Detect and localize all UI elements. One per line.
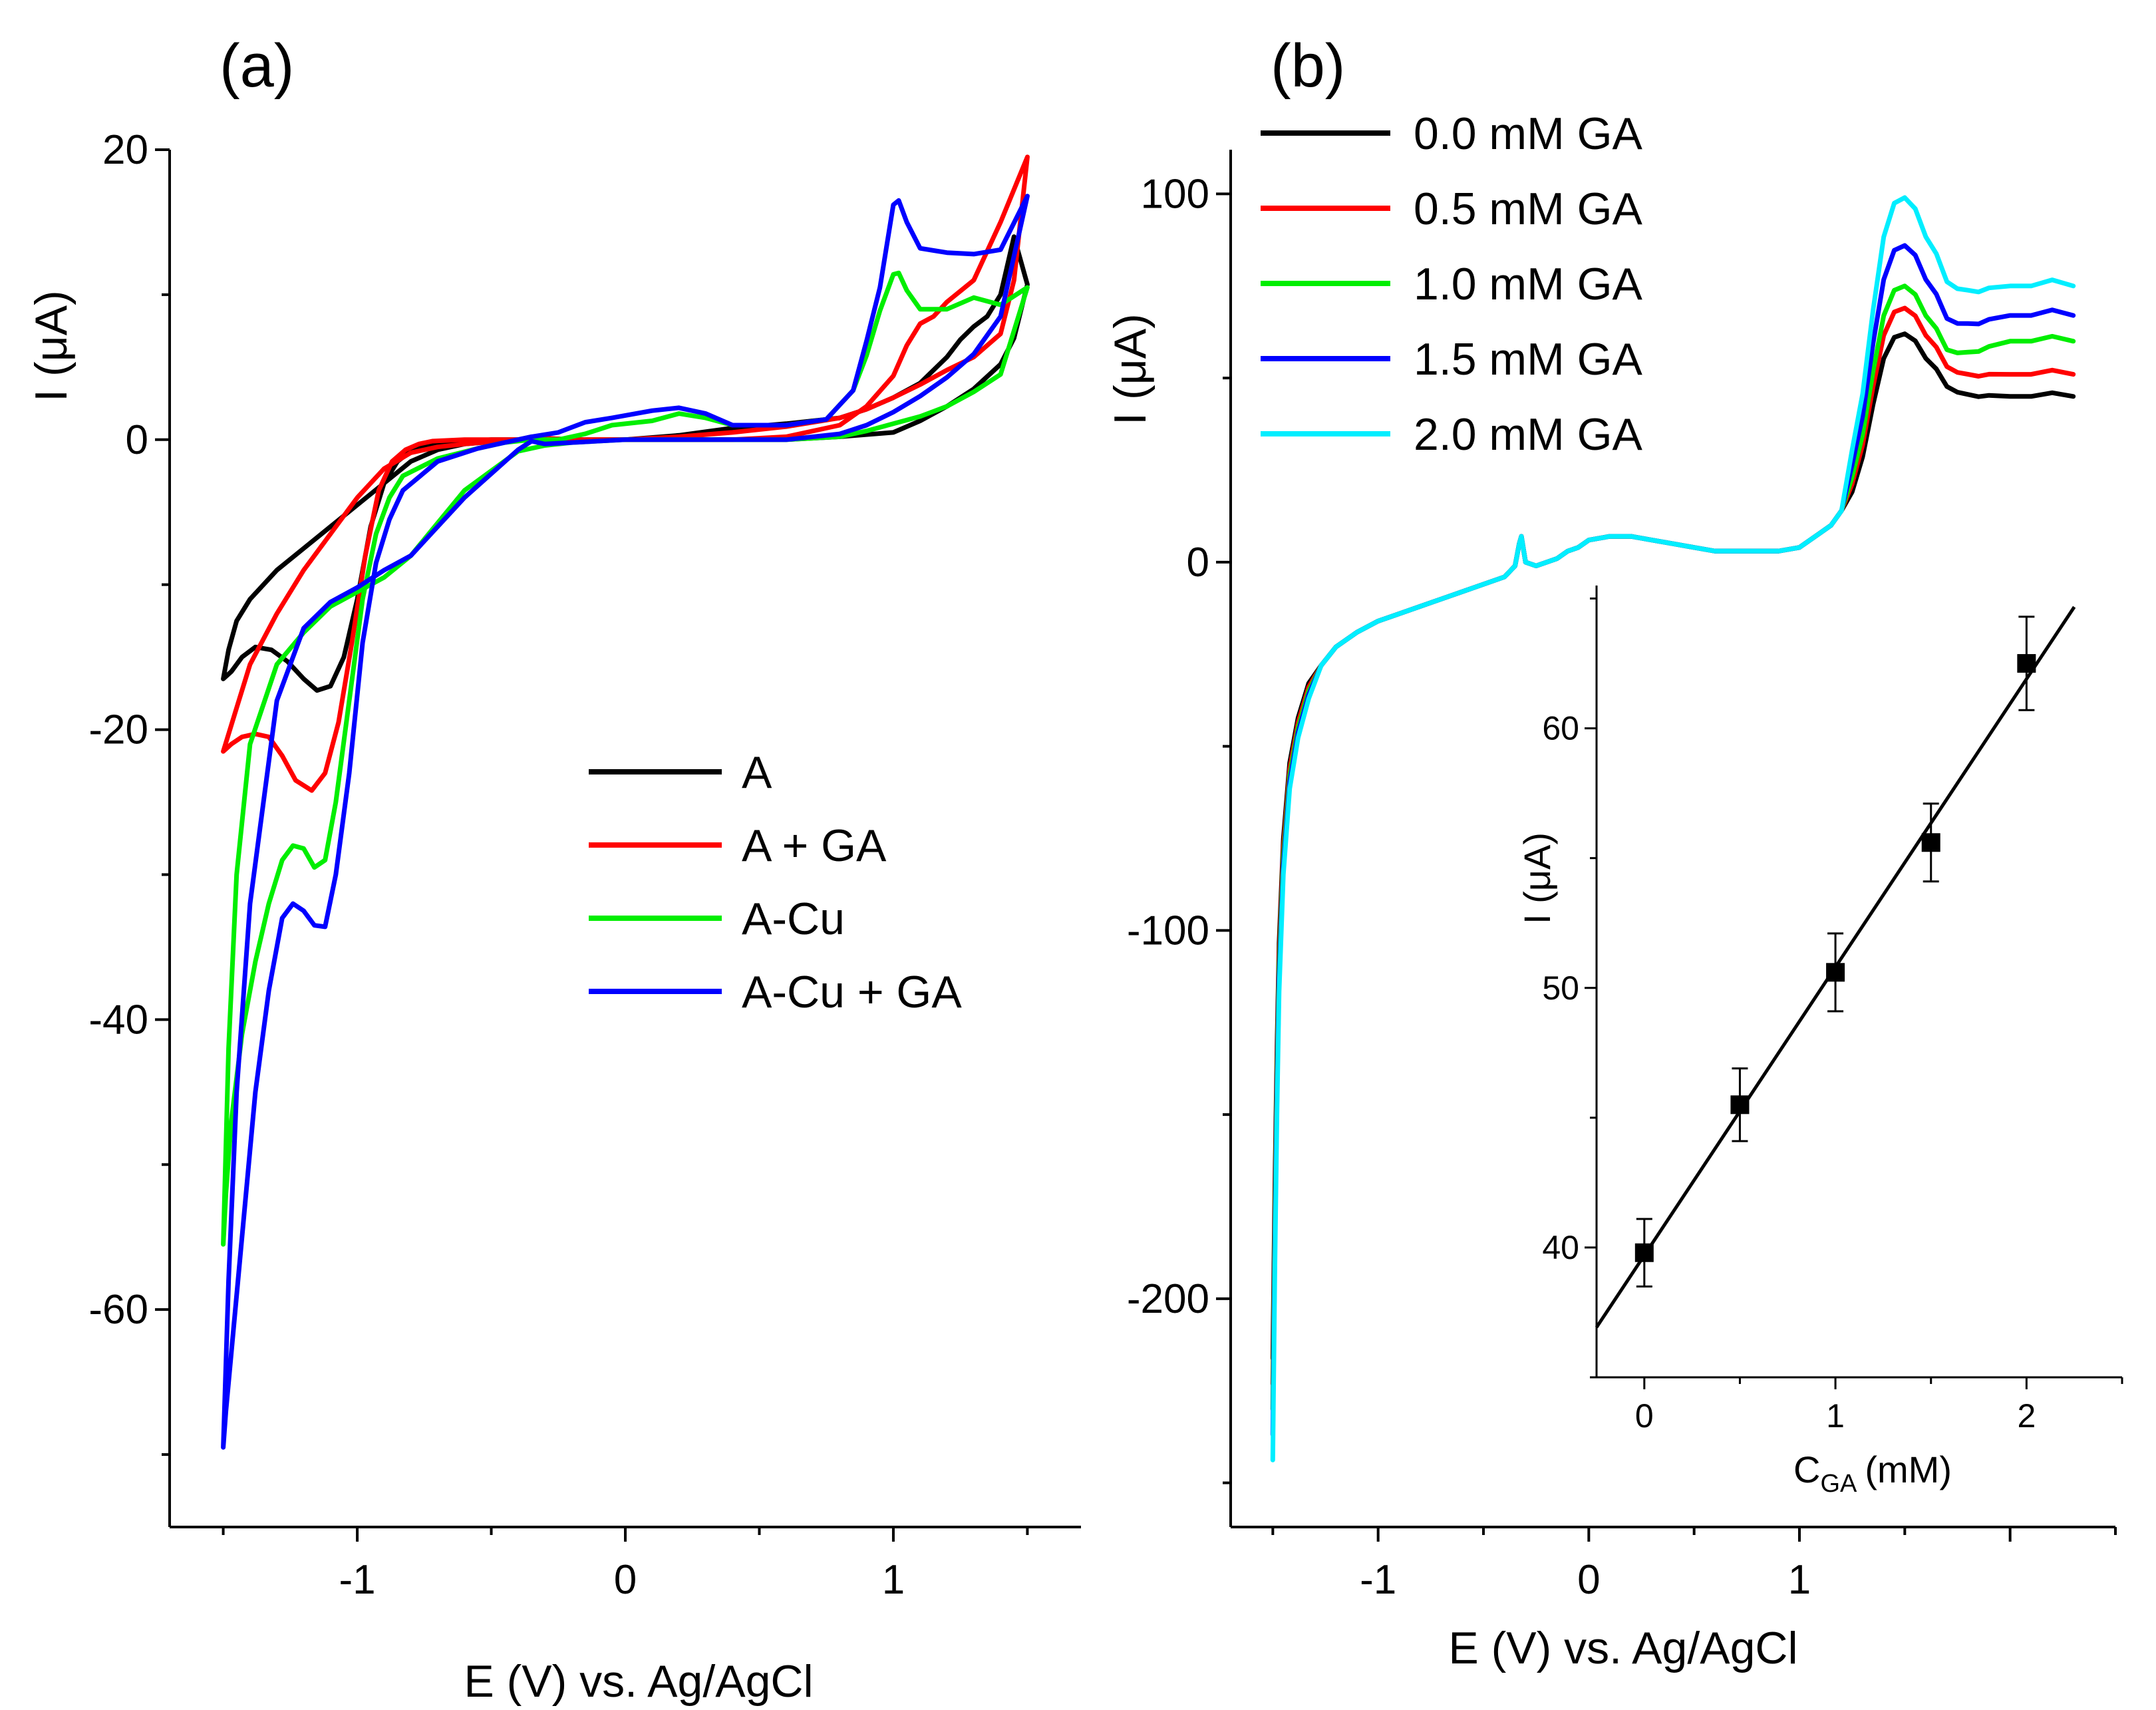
x-tick-label: -1 <box>339 1557 375 1603</box>
x-tick-label: -1 <box>1360 1557 1396 1603</box>
panel-b: 100 0 -100 -200 -1 0 1 E (V) vs. Ag/AgCl I (μA) (… <box>1105 32 2123 1673</box>
x-axis-title: E (V) vs. Ag/AgCl <box>1448 1623 1797 1673</box>
legend-label: A-Cu <box>742 894 845 944</box>
inset-y-tick-label: 40 <box>1542 1229 1579 1266</box>
series-line-0-5-mm-ga <box>1270 305 2076 1387</box>
panel-label-b: (b) <box>1271 32 1345 100</box>
x-axis-title: E (V) vs. Ag/AgCl <box>464 1656 813 1707</box>
y-tick-label: 100 <box>1141 171 1209 217</box>
x-tick-label: 1 <box>1788 1557 1811 1603</box>
inset-x-axis-title: CGA (mM) <box>1793 1449 1952 1498</box>
y-axis-title: I (μA) <box>1105 313 1155 425</box>
y-tick-label: -60 <box>88 1287 148 1333</box>
inset-chart: 40 50 60 0 1 2 CGA (mM) I (μA) <box>1516 586 2123 1498</box>
legend-label: 1.0 mM GA <box>1414 259 1642 309</box>
y-tick-label: 20 <box>102 127 148 173</box>
panel-label-a: (a) <box>220 32 294 100</box>
inset-x-axis-title-unit: (mM) <box>1865 1449 1952 1490</box>
y-tick-label: 0 <box>126 417 148 463</box>
series-line-1-0-mm-ga <box>1270 283 2076 1412</box>
legend-label: 0.5 mM GA <box>1414 184 1642 234</box>
inset-x-tick-label: 0 <box>1635 1397 1654 1435</box>
inset-data-point <box>1730 1095 1750 1114</box>
inset-y-axis-title: I (μA) <box>1516 832 1558 924</box>
inset-x-tick-label: 2 <box>2017 1397 2036 1435</box>
legend-label: A <box>742 747 772 798</box>
x-tick-label: 1 <box>882 1557 905 1603</box>
inset-data-point <box>1921 833 1940 852</box>
y-tick-label: -200 <box>1127 1276 1209 1322</box>
y-axis-title: I (μA) <box>26 290 77 402</box>
series-line-a <box>221 234 1030 693</box>
inset-y-tick-label: 60 <box>1542 710 1579 747</box>
x-tick-label: 0 <box>614 1557 637 1603</box>
legend-label: A-Cu + GA <box>742 967 962 1017</box>
legend-label: 1.5 mM GA <box>1414 334 1642 385</box>
series-line-a-cu <box>221 270 1030 1247</box>
x-tick-label: 0 <box>1577 1557 1600 1603</box>
y-tick-label: -40 <box>88 997 148 1043</box>
inset-data-point <box>1826 963 1845 982</box>
y-tick-label: -100 <box>1127 908 1209 953</box>
legend-label: 0.0 mM GA <box>1414 108 1642 159</box>
series-line-2-0-mm-ga <box>1270 195 2076 1462</box>
inset-x-tick-label: 1 <box>1826 1397 1845 1435</box>
panel-a: 20 0 -20 -40 -60 -1 0 1 E (V) vs. Ag/AgCl I (μA) (… <box>26 32 1081 1707</box>
inset-x-axis-title-sub: GA <box>1820 1470 1857 1498</box>
series-line-a-ga <box>221 154 1030 793</box>
series-line-a-cu-ga <box>221 194 1030 1450</box>
series-line-0-0-mm-ga <box>1270 331 2076 1361</box>
y-tick-label: 0 <box>1187 540 1209 586</box>
inset-data-point <box>2017 654 2036 673</box>
y-tick-label: -20 <box>88 707 148 753</box>
legend-label: A + GA <box>742 820 887 871</box>
inset-y-tick-label: 50 <box>1542 969 1579 1007</box>
legend-label: 2.0 mM GA <box>1414 409 1642 460</box>
series-line-1-5-mm-ga <box>1270 243 2076 1437</box>
inset-x-axis-title-main: C <box>1793 1449 1820 1490</box>
inset-data-point <box>1634 1243 1654 1262</box>
